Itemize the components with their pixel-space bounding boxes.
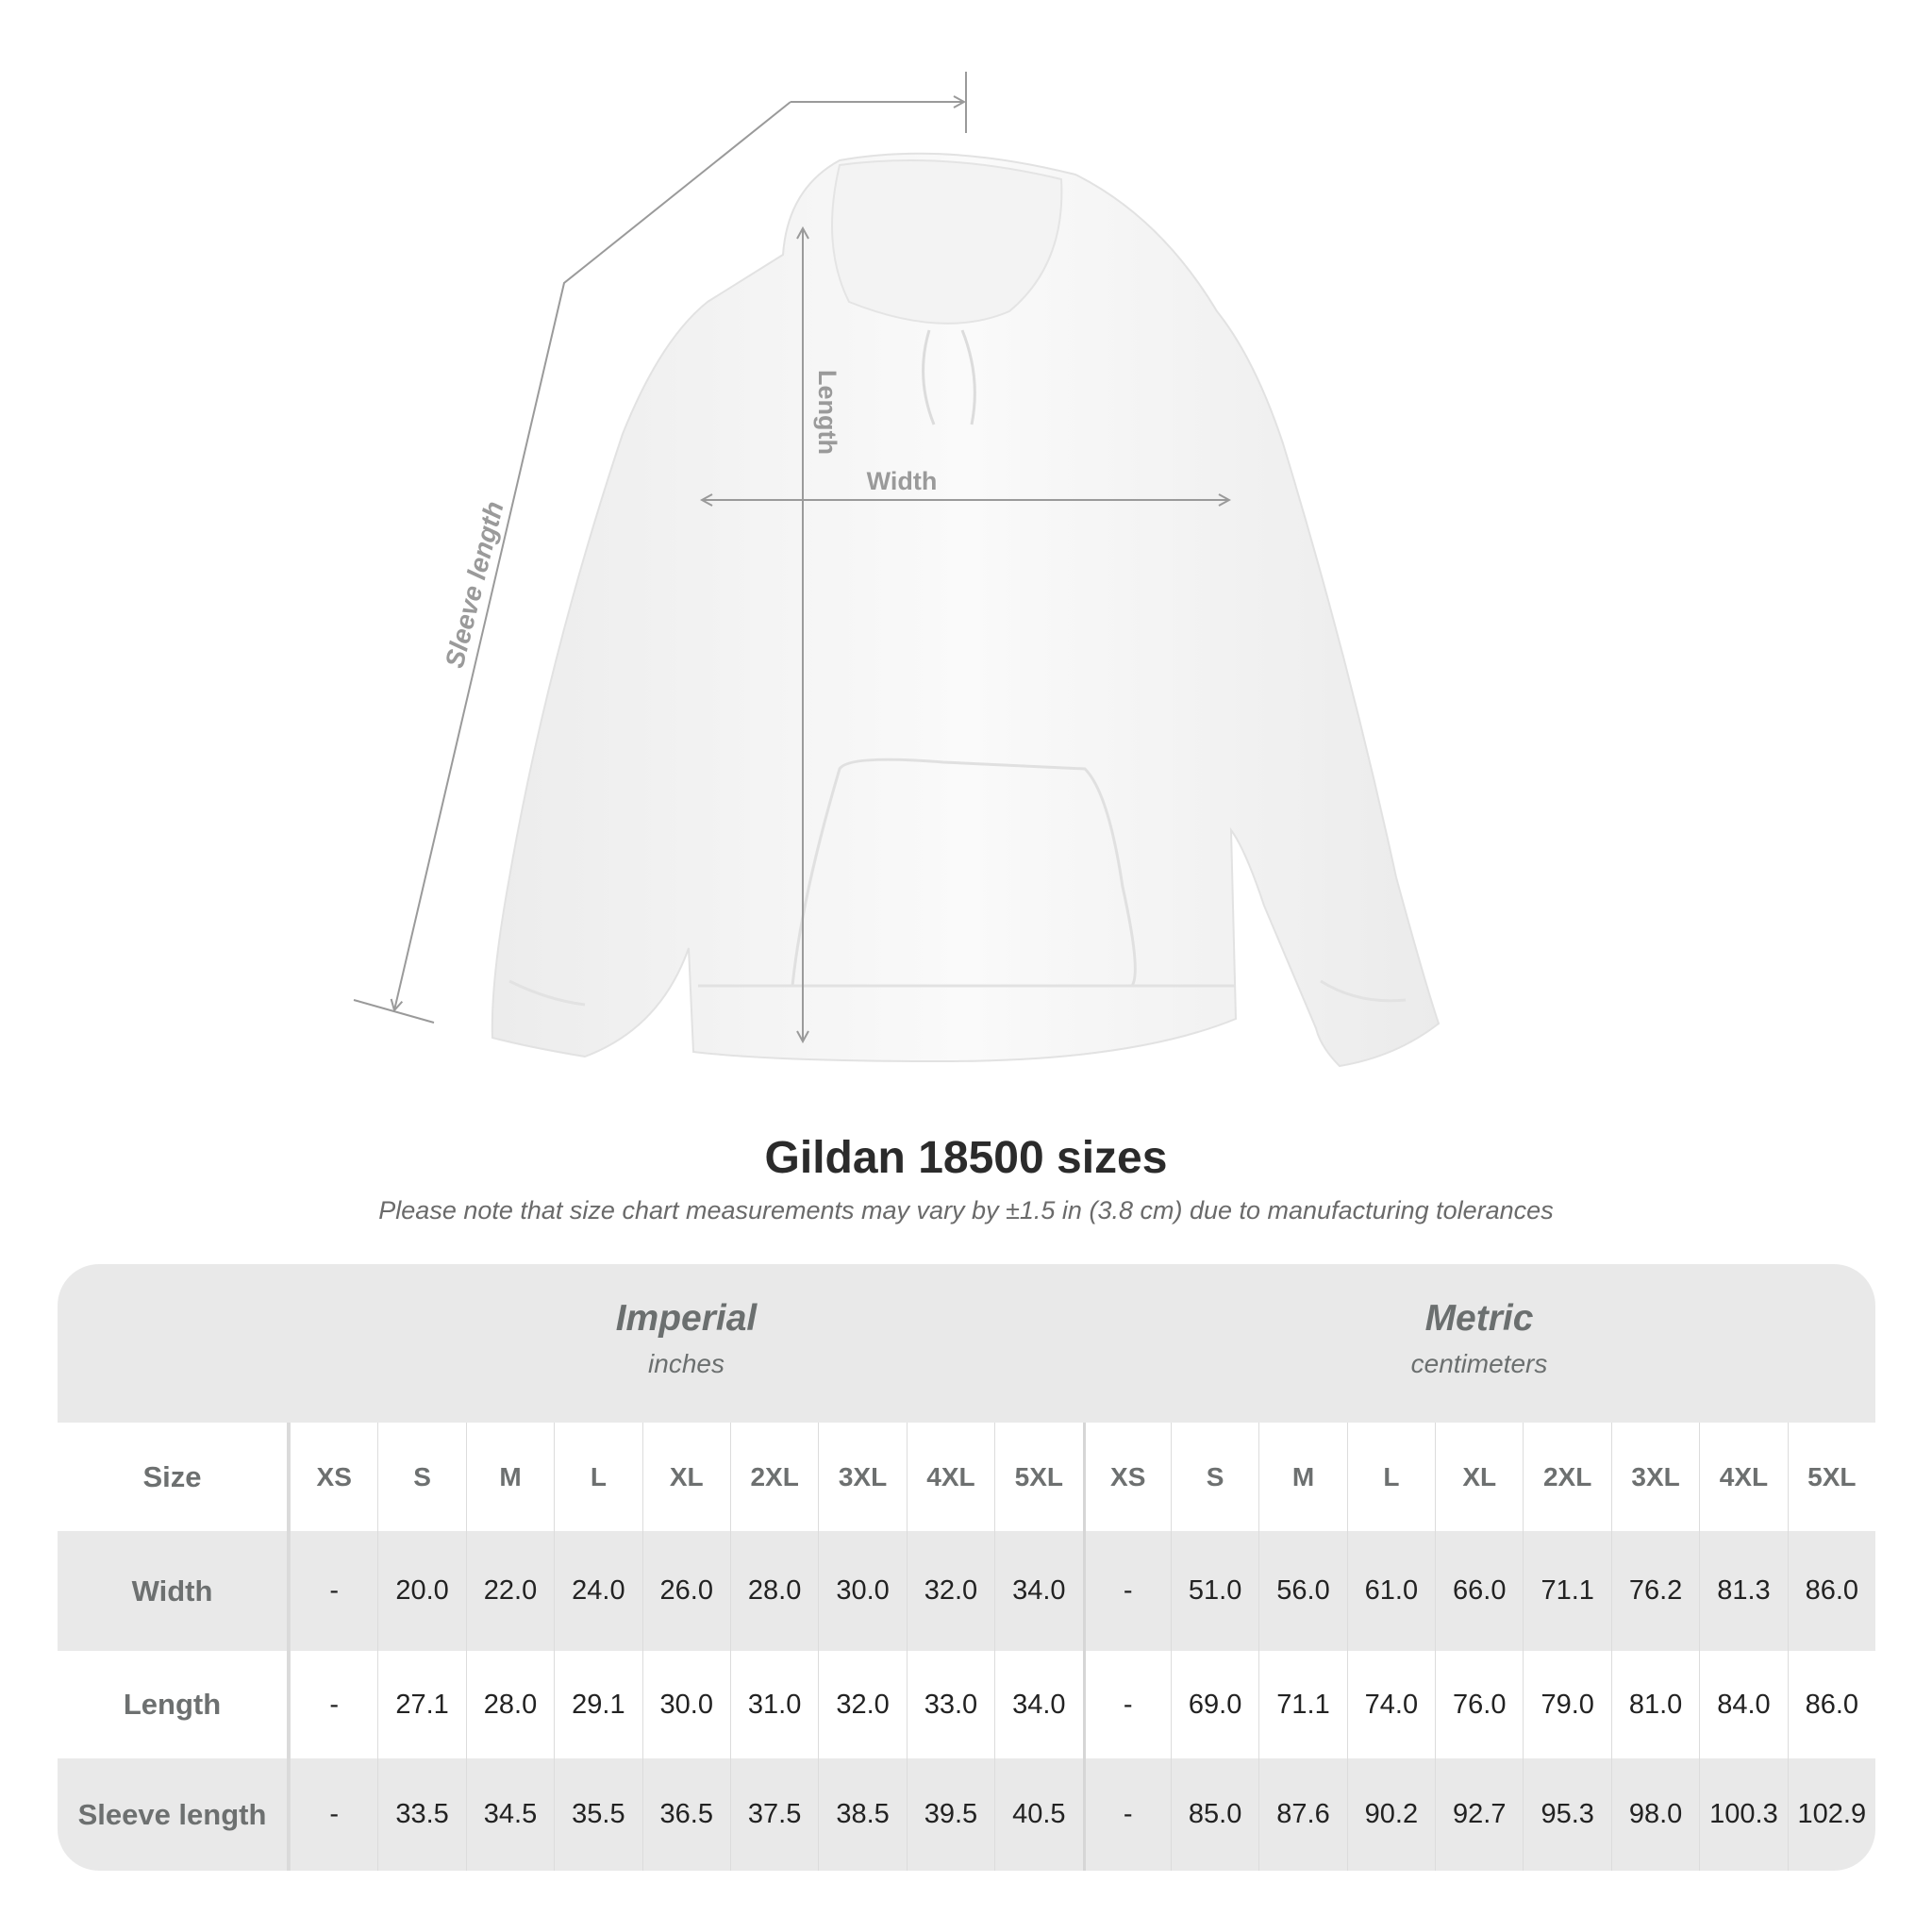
imperial-size-header: 3XL <box>818 1423 906 1531</box>
metric-size-header: XL <box>1435 1423 1523 1531</box>
table-row: Length -27.1 28.0 29.1 30.0 31.0 32.0 33.0 34.0-… <box>58 1651 1875 1758</box>
hoodie-diagram: Length Width Sleeve length <box>353 72 1441 1068</box>
metric-value-cell: 51.0 <box>1170 1531 1258 1651</box>
table-row: Sleeve length -33.5 34.5 35.5 36.5 37.5 38.5 39… <box>58 1758 1875 1871</box>
metric-value-cell: 86.0 <box>1787 1651 1875 1758</box>
imperial-size-header: 4XL <box>906 1423 994 1531</box>
row-label: Sleeve length <box>58 1758 290 1871</box>
metric-unit: centimeters <box>1410 1349 1548 1378</box>
metric-size-header: 5XL <box>1787 1423 1875 1531</box>
table-row: Width -20.0 22.0 24.0 26.0 28.0 30.0 32.0 34.0-5… <box>58 1531 1875 1651</box>
imperial-value-cell: 28.0 <box>729 1531 818 1651</box>
imperial-value-cell: 37.5 <box>729 1758 818 1871</box>
metric-value-cell: 86.0 <box>1787 1531 1875 1651</box>
imperial-size-header: XS <box>290 1423 377 1531</box>
metric-size-header: M <box>1258 1423 1346 1531</box>
metric-size-header: 3XL <box>1610 1423 1699 1531</box>
imperial-value-cell: 34.0 <box>994 1531 1082 1651</box>
metric-value-cell: 61.0 <box>1346 1531 1435 1651</box>
imperial-value-cell: 39.5 <box>906 1758 994 1871</box>
measurement-lines <box>353 72 1229 1041</box>
metric-value-cell: 56.0 <box>1258 1531 1346 1651</box>
imperial-value-cell: 40.5 <box>994 1758 1082 1871</box>
metric-value-cell: 66.0 <box>1435 1531 1523 1651</box>
imperial-value-cell: 32.0 <box>906 1531 994 1651</box>
metric-size-header: 4XL <box>1699 1423 1787 1531</box>
imperial-value-cell: 31.0 <box>729 1651 818 1758</box>
metric-value-cell: 90.2 <box>1346 1758 1435 1871</box>
imperial-value-cell: 38.5 <box>818 1758 906 1871</box>
metric-value-cell: - <box>1082 1651 1171 1758</box>
page-title: Gildan 18500 sizes <box>764 1133 1168 1183</box>
imperial-value-cell: 34.0 <box>994 1651 1082 1758</box>
imperial-value-cell: 27.1 <box>377 1651 465 1758</box>
row-label: Length <box>58 1651 290 1758</box>
sleeve-length-label: Sleeve length <box>440 498 509 671</box>
imperial-header: Imperial inches <box>290 1264 1083 1423</box>
metric-value-cell: 92.7 <box>1435 1758 1523 1871</box>
imperial-value-cell: - <box>290 1651 377 1758</box>
hoodie-image <box>491 152 1441 1068</box>
imperial-value-cell: 22.0 <box>465 1531 554 1651</box>
metric-value-cell: 102.9 <box>1787 1758 1875 1871</box>
imperial-size-header: L <box>554 1423 641 1531</box>
metric-value-cell: 81.0 <box>1610 1651 1699 1758</box>
imperial-size-header: XL <box>641 1423 730 1531</box>
size-header-row: Size XS S M L XL 2XL 3XL 4XL 5XL XS S M L XL 2XL 3XL 4XL… <box>58 1423 1875 1531</box>
imperial-value-cell: 35.5 <box>554 1758 641 1871</box>
metric-value-cell: 87.6 <box>1258 1758 1346 1871</box>
metric-size-header: XS <box>1082 1423 1171 1531</box>
imperial-value-cell: 26.0 <box>641 1531 730 1651</box>
metric-header: Metric centimeters <box>1083 1264 1875 1423</box>
metric-value-cell: 100.3 <box>1699 1758 1787 1871</box>
metric-value-cell: 74.0 <box>1346 1651 1435 1758</box>
metric-value-cell: 84.0 <box>1699 1651 1787 1758</box>
metric-value-cell: 69.0 <box>1170 1651 1258 1758</box>
metric-size-header: 2XL <box>1523 1423 1610 1531</box>
imperial-value-cell: 33.0 <box>906 1651 994 1758</box>
imperial-value-cell: 32.0 <box>818 1651 906 1758</box>
imperial-size-header: 2XL <box>729 1423 818 1531</box>
metric-value-cell: 71.1 <box>1523 1531 1610 1651</box>
imperial-title: Imperial <box>615 1298 758 1339</box>
metric-size-header: L <box>1346 1423 1435 1531</box>
imperial-value-cell: - <box>290 1758 377 1871</box>
imperial-value-cell: 34.5 <box>465 1758 554 1871</box>
imperial-value-cell: 36.5 <box>641 1758 730 1871</box>
length-label: Length <box>813 370 841 455</box>
metric-value-cell: 95.3 <box>1523 1758 1610 1871</box>
metric-title: Metric <box>1424 1298 1534 1339</box>
imperial-value-cell: 30.0 <box>818 1531 906 1651</box>
imperial-size-header: S <box>377 1423 465 1531</box>
metric-value-cell: 81.3 <box>1699 1531 1787 1651</box>
imperial-value-cell: 29.1 <box>554 1651 641 1758</box>
width-label: Width <box>867 467 938 495</box>
imperial-size-header: M <box>465 1423 554 1531</box>
metric-value-cell: - <box>1082 1531 1171 1651</box>
metric-value-cell: 76.2 <box>1610 1531 1699 1651</box>
imperial-value-cell: 30.0 <box>641 1651 730 1758</box>
tolerance-note: Please note that size chart measurements… <box>378 1196 1554 1224</box>
metric-value-cell: - <box>1082 1758 1171 1871</box>
metric-value-cell: 85.0 <box>1170 1758 1258 1871</box>
imperial-unit: inches <box>648 1349 724 1378</box>
imperial-size-header: 5XL <box>994 1423 1082 1531</box>
size-header-label: Size <box>58 1423 290 1531</box>
metric-value-cell: 98.0 <box>1610 1758 1699 1871</box>
imperial-value-cell: 24.0 <box>554 1531 641 1651</box>
imperial-value-cell: 20.0 <box>377 1531 465 1651</box>
imperial-value-cell: - <box>290 1531 377 1651</box>
metric-size-header: S <box>1170 1423 1258 1531</box>
metric-value-cell: 79.0 <box>1523 1651 1610 1758</box>
metric-value-cell: 71.1 <box>1258 1651 1346 1758</box>
size-chart-table: Imperial inches Metric centimeters Size … <box>58 1264 1875 1871</box>
row-label: Width <box>58 1531 290 1651</box>
metric-value-cell: 76.0 <box>1435 1651 1523 1758</box>
imperial-value-cell: 33.5 <box>377 1758 465 1871</box>
imperial-value-cell: 28.0 <box>465 1651 554 1758</box>
